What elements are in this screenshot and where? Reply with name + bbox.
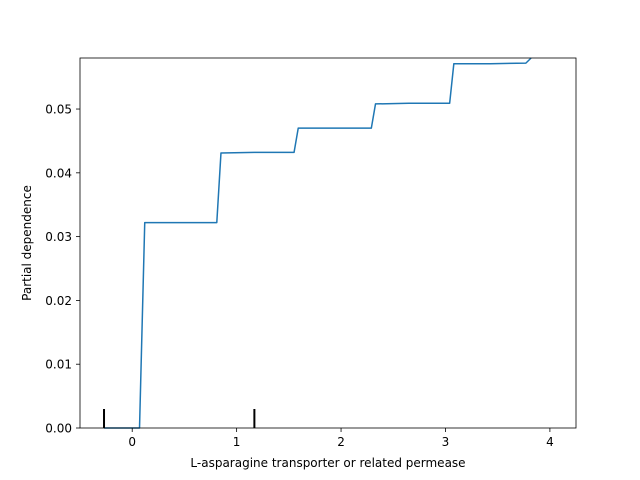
y-tick-label: 0.04 xyxy=(45,166,72,180)
x-tick-label: 1 xyxy=(233,435,241,449)
x-axis-label: L-asparagine transporter or related perm… xyxy=(190,456,465,470)
rug-marks xyxy=(103,409,256,428)
partial-dependence-line xyxy=(104,57,532,429)
x-tick-label: 2 xyxy=(337,435,345,449)
y-axis: 0.00 0.01 0.02 0.03 0.04 0.05 xyxy=(45,103,80,436)
axes-frame xyxy=(79,57,577,429)
y-tick-label: 0.05 xyxy=(45,103,72,117)
x-tick-label: 4 xyxy=(546,435,554,449)
y-axis-label: Partial dependence xyxy=(20,185,34,301)
plot-area xyxy=(104,57,532,429)
x-tick-label: 0 xyxy=(128,435,136,449)
y-tick-label: 0.03 xyxy=(45,230,72,244)
y-tick-label: 0.02 xyxy=(45,294,72,308)
y-tick-label: 0.00 xyxy=(45,422,72,436)
x-axis: 0 1 2 3 4 xyxy=(128,428,554,449)
x-tick-label: 3 xyxy=(442,435,450,449)
y-tick-label: 0.01 xyxy=(45,358,72,372)
